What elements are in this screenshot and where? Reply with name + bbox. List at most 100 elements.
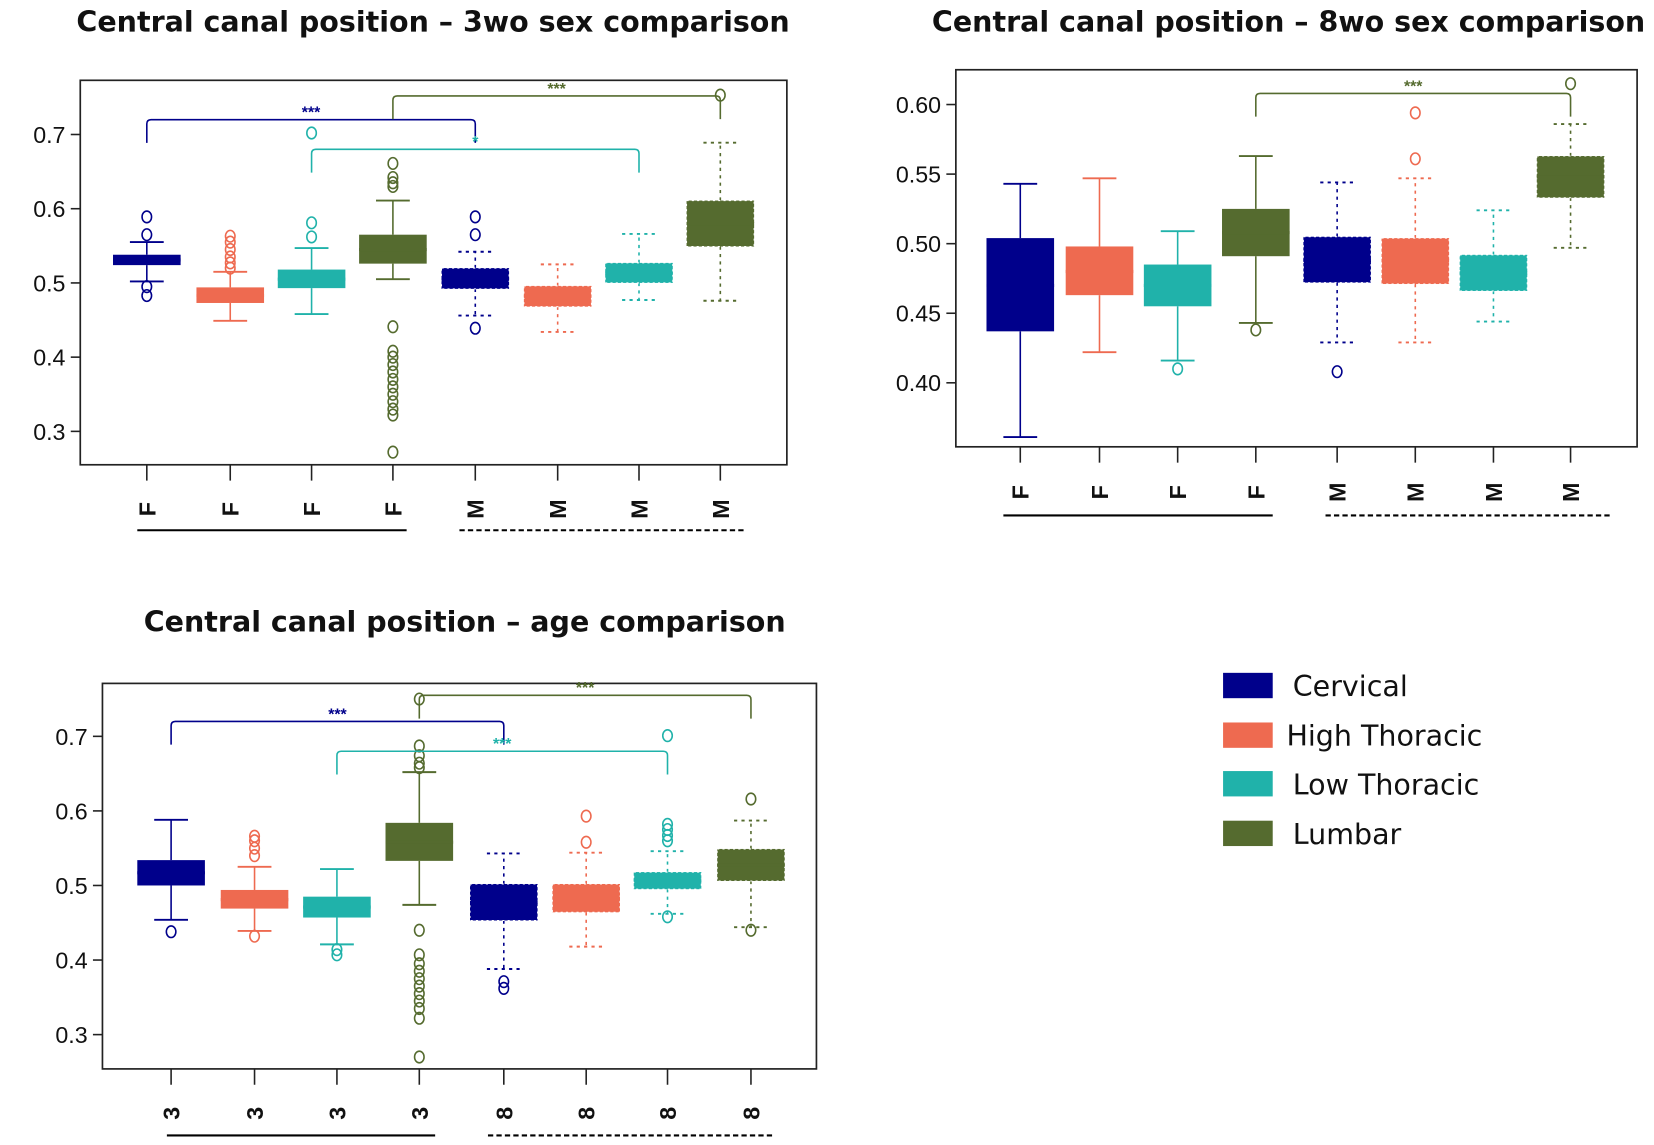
x-tick-label: M [1481,483,1507,502]
x-tick-label: 3 [407,1107,433,1120]
outlier-point [580,809,592,823]
y-tick-label: 0.45 [896,301,941,327]
x-tick-label: M [1558,483,1584,502]
outlier-point [661,910,674,924]
legend-label-lumbar: Lumbar [1293,818,1402,851]
significance-label: *** [493,736,512,753]
x-tick-label: M [1403,483,1429,502]
outlier-point [306,230,318,244]
outlier-point [413,1011,425,1025]
x-tick-label: M [545,499,571,518]
y-tick-label: 0.6 [55,798,87,824]
significance-bracket [170,720,505,745]
outlier-point [387,395,399,409]
outlier-point [1172,362,1184,376]
legend-swatch-lumbar [1223,820,1273,847]
boxplot-2: 0.40 0.45 0.50 0.55 0.60 F F F F M M M M *** [896,68,1638,517]
y-tick-label: 0.3 [55,1022,87,1048]
outlier-point [469,321,481,335]
outlier-point [141,228,153,242]
outlier-point [387,408,399,422]
outlier-point [387,402,399,416]
x-tick-label: 8 [491,1107,517,1120]
plot-frame [79,79,788,466]
outlier-point [224,242,236,257]
outlier-point [413,756,425,770]
y-tick-label: 0.5 [55,873,87,899]
outlier-point [413,923,425,937]
outlier-point [248,841,261,855]
legend-swatch-low-thoracic [1223,771,1273,797]
outlier-point [248,849,261,863]
y-tick-label: 0.4 [33,345,65,371]
outlier-point [413,986,425,1001]
x-tick-label: F [1243,485,1269,499]
outlier-point [498,975,510,989]
outlier-point [745,923,757,937]
significance-label: *** [547,81,566,98]
y-tick-label: 0.4 [55,947,87,973]
outlier-point [413,957,425,971]
outlier-point [224,235,236,249]
outlier-point [224,256,236,270]
x-tick-label: 3 [324,1107,350,1120]
y-tick-label: 0.60 [896,92,941,118]
outlier-point [387,372,399,387]
legend-label-low-thoracic: Low Thoracic [1293,768,1480,801]
outlier-point [1565,77,1577,91]
x-tick-label: M [463,499,489,518]
y-tick-label: 0.3 [33,419,65,445]
outlier-point [469,210,481,224]
significance-label: * [472,134,479,151]
significance-bracket [146,118,477,143]
x-tick-label: 3 [242,1107,268,1120]
outlier-point [331,948,343,962]
outlier-point [387,365,399,379]
outlier-point [387,380,399,394]
y-tick-label: 0.40 [896,370,941,396]
outlier-point [661,728,674,743]
y-tick-label: 0.55 [896,162,941,188]
outlier-point [469,228,481,242]
legend-swatch-cervical [1223,672,1273,699]
y-tick-label: 0.7 [33,122,65,148]
outlier-point [387,176,399,190]
outlier-point [387,387,399,401]
legend: Cervical High Thoracic Low Thoracic Lumb… [1223,670,1482,851]
outlier-point [141,210,153,224]
outlier-point [1331,365,1343,379]
outlier-point [498,981,510,995]
outlier-point [413,964,425,978]
outlier-point [165,925,177,939]
chart-title-age: Central canal position – age comparison [144,606,786,639]
x-tick-label: F [1008,485,1034,499]
outlier-point [248,834,261,848]
outlier-point [413,761,425,775]
legend-label-cervical: Cervical [1293,670,1408,703]
outlier-point [413,1050,425,1064]
outlier-point [141,288,153,303]
outlier-point [248,929,261,943]
significance-label: *** [576,680,595,697]
significance-bracket [336,750,669,775]
outlier-point [387,170,399,185]
boxplot-1: 0.30.40.50.60.7F F F F M M M M******* [33,79,788,532]
x-tick-label: F [380,502,406,516]
outlier-point [1409,152,1421,166]
significance-bracket [392,95,722,120]
outlier-point [661,828,674,843]
x-tick-label: F [134,502,160,516]
significance-label: *** [302,105,321,122]
x-tick-label: M [626,499,652,518]
outlier-point [387,350,399,364]
outlier-point [413,994,425,1008]
outlier-point [580,835,592,849]
outlier-point [306,126,318,140]
x-tick-label: F [299,502,325,516]
significance-bracket [1255,92,1572,117]
x-tick-label: F [1087,485,1113,499]
outlier-point [331,943,343,957]
outlier-point [141,280,153,294]
x-tick-label: F [1165,485,1191,499]
